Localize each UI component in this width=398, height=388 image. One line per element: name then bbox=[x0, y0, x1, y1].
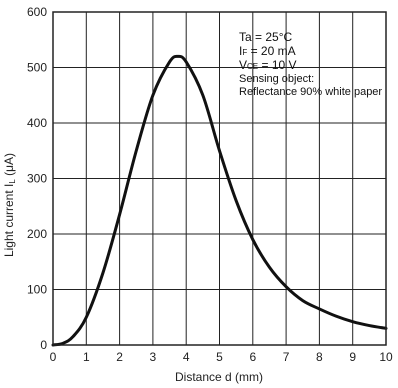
annotation-if-value: = 20 mA bbox=[247, 44, 295, 58]
annotation-vce-main: V bbox=[239, 58, 247, 72]
y-tick-label: 0 bbox=[40, 338, 47, 352]
conditions-annotation: Ta = 25°C IF = 20 mA VCE = 10 V Sensing … bbox=[239, 30, 382, 98]
y-tick-label: 300 bbox=[27, 172, 47, 186]
x-tick-label: 2 bbox=[116, 350, 123, 364]
x-tick-label: 6 bbox=[249, 350, 256, 364]
x-tick-label: 7 bbox=[283, 350, 290, 364]
series-line bbox=[51, 54, 388, 347]
annotation-if-sub: F bbox=[242, 48, 247, 57]
annotation-reflectance: Reflectance 90% white paper bbox=[239, 86, 382, 98]
y-tick-labels: 0 100 200 300 400 500 600 bbox=[27, 5, 47, 352]
y-tick-label: 600 bbox=[27, 5, 47, 19]
x-tick-label: 9 bbox=[349, 350, 356, 364]
y-tick-label: 500 bbox=[27, 61, 47, 75]
x-tick-label: 5 bbox=[216, 350, 223, 364]
x-tick-label: 4 bbox=[183, 350, 190, 364]
y-axis-title-subscript: L bbox=[8, 179, 17, 184]
y-tick-label: 100 bbox=[27, 283, 47, 297]
x-tick-label: 8 bbox=[316, 350, 323, 364]
y-axis-title: Light current IL (μA) bbox=[2, 153, 17, 257]
x-tick-label: 10 bbox=[379, 350, 393, 364]
x-tick-label: 1 bbox=[83, 350, 90, 364]
annotation-vce-value: = 10 V bbox=[258, 58, 296, 72]
annotation-ta: Ta = 25°C bbox=[239, 30, 292, 44]
annotation-sensing: Sensing object: bbox=[239, 73, 314, 85]
x-tick-label: 0 bbox=[50, 350, 57, 364]
annotation-vce-sub: CE bbox=[247, 62, 258, 71]
annotation-if-main: I bbox=[239, 44, 242, 58]
x-tick-label: 3 bbox=[150, 350, 157, 364]
y-axis-title-unit: (μA) bbox=[2, 153, 16, 179]
annotation-vce: VCE = 10 V bbox=[239, 58, 297, 72]
y-axis-title-main: Light current I bbox=[2, 184, 16, 257]
y-tick-label: 200 bbox=[27, 227, 47, 241]
x-axis-title: Distance d (mm) bbox=[175, 370, 263, 384]
y-tick-label: 400 bbox=[27, 116, 47, 130]
grid bbox=[53, 12, 386, 345]
annotation-if: IF = 20 mA bbox=[239, 44, 296, 58]
x-tick-labels: 0 1 2 3 4 5 6 7 8 9 10 bbox=[50, 350, 393, 364]
plot-frame bbox=[52, 11, 387, 346]
